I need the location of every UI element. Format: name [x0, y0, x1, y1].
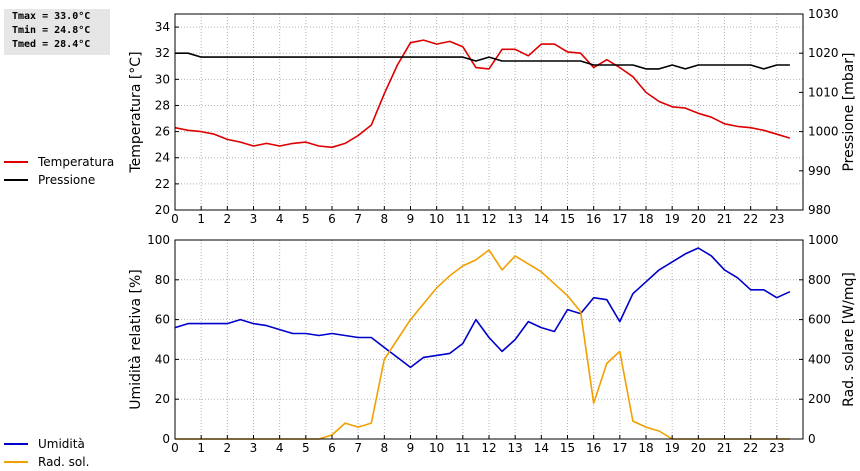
x-tick-label: 14: [534, 441, 549, 455]
y-right-tick-label: 400: [808, 352, 831, 366]
x-tick-label: 22: [743, 212, 758, 226]
y-left-tick-label: 26: [155, 125, 170, 139]
x-tick-label: 7: [354, 212, 362, 226]
x-tick-label: 18: [638, 441, 653, 455]
y-left-tick-label: 22: [155, 177, 170, 191]
series-line-umidit-: [174, 247, 791, 369]
top-legend: Temperatura Pressione: [4, 153, 114, 189]
y-right-tick-label: 1020: [808, 46, 839, 60]
x-tick-label: 15: [560, 441, 575, 455]
x-tick-label: 8: [381, 212, 389, 226]
x-tick-label: 19: [665, 441, 680, 455]
series-line-pressione: [175, 52, 790, 70]
x-tick-label: 20: [691, 212, 706, 226]
tmed-label: Tmed = 28.4°C: [12, 39, 91, 50]
legend-label: Umidità: [38, 437, 85, 451]
y-left-tick-label: 32: [155, 46, 170, 60]
y-left-tick-label: 28: [155, 98, 170, 112]
x-tick-label: 21: [717, 212, 732, 226]
x-tick-label: 13: [508, 212, 523, 226]
y-right-axis-title: Rad. solare [W/mq]: [841, 272, 857, 407]
plot-frame: [174, 13, 804, 211]
x-tick-label: 5: [302, 441, 310, 455]
tmin-label: Tmin = 24.8°C: [12, 25, 91, 36]
y-left-tick-label: 24: [155, 151, 170, 165]
x-tick-label: 16: [586, 441, 601, 455]
x-tick-label: 13: [508, 441, 523, 455]
legend-label: Pressione: [38, 173, 96, 187]
y-right-tick-label: 990: [808, 164, 831, 178]
y-left-tick-label: 40: [155, 352, 170, 366]
y-left-tick-label: 20: [155, 392, 170, 406]
x-tick-label: 17: [612, 441, 627, 455]
x-tick-label: 11: [455, 212, 470, 226]
x-tick-label: 12: [481, 441, 496, 455]
x-tick-label: 15: [560, 212, 575, 226]
x-tick-label: 1: [197, 441, 205, 455]
x-tick-label: 3: [250, 212, 258, 226]
x-tick-label: 14: [534, 212, 549, 226]
y-left-tick-label: 100: [147, 233, 170, 247]
x-tick-label: 7: [354, 441, 362, 455]
x-tick-label: 16: [586, 212, 601, 226]
x-tick-label: 6: [328, 441, 336, 455]
y-left-tick-label: 0: [162, 432, 170, 446]
y-right-tick-label: 200: [808, 392, 831, 406]
x-tick-label: 5: [302, 212, 310, 226]
x-tick-label: 0: [171, 212, 179, 226]
x-tick-label: 21: [717, 441, 732, 455]
x-tick-label: 2: [224, 441, 232, 455]
y-right-tick-label: 1000: [808, 125, 839, 139]
y-right-tick-label: 800: [808, 273, 831, 287]
y-left-axis-title: Temperatura [°C]: [128, 51, 144, 173]
series-line-rad-sol-: [175, 249, 790, 440]
tmax-label: Tmax = 33.0°C: [12, 11, 91, 22]
x-tick-label: 6: [328, 212, 336, 226]
x-tick-label: 23: [769, 441, 784, 455]
x-tick-label: 9: [407, 212, 415, 226]
legend-swatch: [4, 161, 28, 163]
x-tick-label: 18: [638, 212, 653, 226]
x-tick-label: 8: [381, 441, 389, 455]
y-right-axis-title: Pressione [mbar]: [841, 52, 857, 171]
y-left-tick-label: 30: [155, 72, 170, 86]
y-right-tick-label: 600: [808, 313, 831, 327]
x-tick-label: 11: [455, 441, 470, 455]
legend-swatch: [4, 179, 28, 181]
charts-svg: 0 1 2 3 4 5 6 7 8 9 10 11 12 13 14 15 16 17 18 19 20 21 22 2320…: [128, 7, 857, 455]
series-line-temperatura: [174, 39, 791, 149]
y-left-tick-label: 60: [155, 313, 170, 327]
y-left-tick-label: 34: [155, 20, 170, 34]
legend-swatch: [4, 461, 28, 463]
legend-item-temperatura: Temperatura: [4, 153, 114, 171]
x-tick-label: 20: [691, 441, 706, 455]
y-left-tick-label: 80: [155, 273, 170, 287]
x-tick-label: 23: [769, 212, 784, 226]
x-tick-label: 12: [481, 212, 496, 226]
legend-item-pressione: Pressione: [4, 171, 114, 189]
legend-item-umidita: Umidità: [4, 435, 89, 453]
x-tick-label: 19: [665, 212, 680, 226]
x-tick-label: 4: [276, 212, 284, 226]
legend-label: Temperatura: [38, 155, 115, 169]
x-tick-label: 1: [197, 212, 205, 226]
x-tick-label: 22: [743, 441, 758, 455]
y-right-tick-label: 0: [808, 432, 816, 446]
y-right-tick-label: 1010: [808, 85, 839, 99]
y-left-axis-title: Umidità relativa [%]: [128, 269, 144, 410]
x-tick-label: 10: [429, 212, 444, 226]
x-tick-label: 0: [171, 441, 179, 455]
y-right-tick-label: 980: [808, 203, 831, 217]
x-tick-label: 9: [407, 441, 415, 455]
x-tick-label: 17: [612, 212, 627, 226]
y-left-tick-label: 20: [155, 203, 170, 217]
legend-swatch: [4, 443, 28, 445]
x-tick-label: 4: [276, 441, 284, 455]
y-right-tick-label: 1030: [808, 7, 839, 21]
x-tick-label: 3: [250, 441, 258, 455]
stats-box: Tmax = 33.0°C Tmin = 24.8°C Tmed = 28.4°…: [4, 9, 110, 55]
y-right-tick-label: 1000: [808, 233, 839, 247]
x-tick-label: 2: [224, 212, 232, 226]
x-tick-label: 10: [429, 441, 444, 455]
